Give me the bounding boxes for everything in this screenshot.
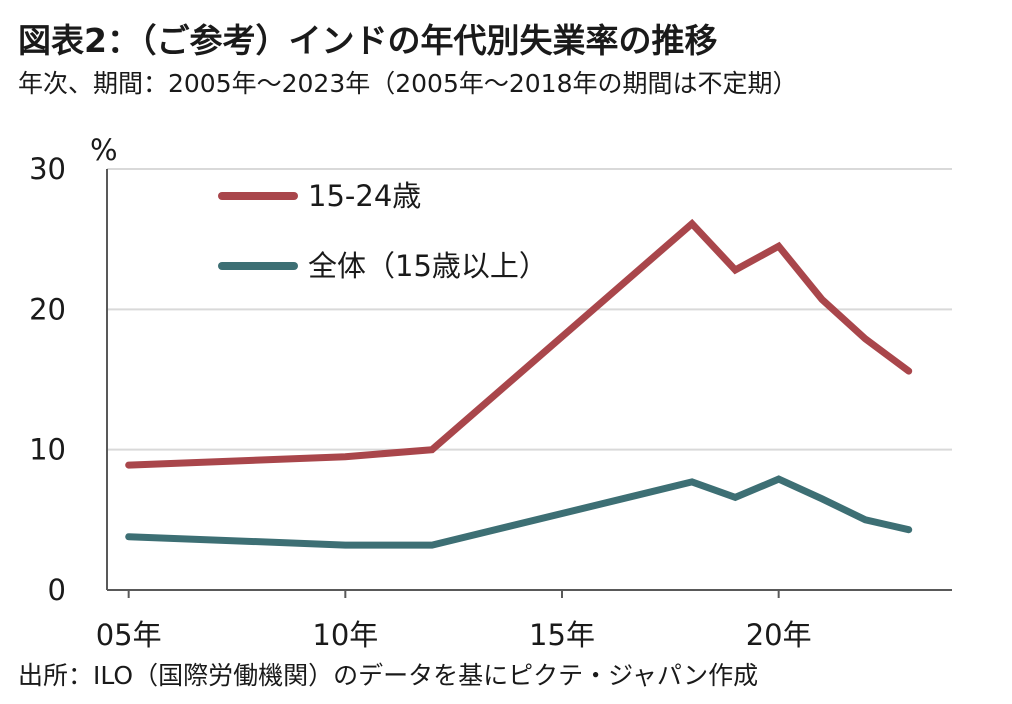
source-note: 出所：ILO（国際労働機関）のデータを基にピクテ・ジャパン作成 [18,661,759,690]
series-line-youth [125,218,913,469]
y-tick-label: 20 [29,292,66,326]
x-tick-label: 10年 [312,618,378,652]
chart-title: 図表2：（ご参考）インドの年代別失業率の推移 [18,21,718,60]
y-tick-label: 30 [29,152,66,186]
y-tick-label: 0 [48,573,66,607]
x-tick-label: 20年 [746,618,812,652]
y-axis-unit: % [90,133,118,167]
axes: 0 10 20 30% 05年 10年 15年 20年 [29,133,952,652]
series-lines [125,218,913,549]
series-line-total [125,475,913,549]
gridlines [107,168,952,451]
x-tick-label: 15年 [529,618,595,652]
legend-label: 15-24歳 [308,179,421,213]
legend-label: 全体（15歳以上） [308,249,548,283]
y-tick-label: 10 [29,433,66,467]
chart-subtitle: 年次、期間：2005年～2023年（2005年～2018年の期間は不定期） [18,69,798,98]
x-tick-label: 05年 [96,618,162,652]
